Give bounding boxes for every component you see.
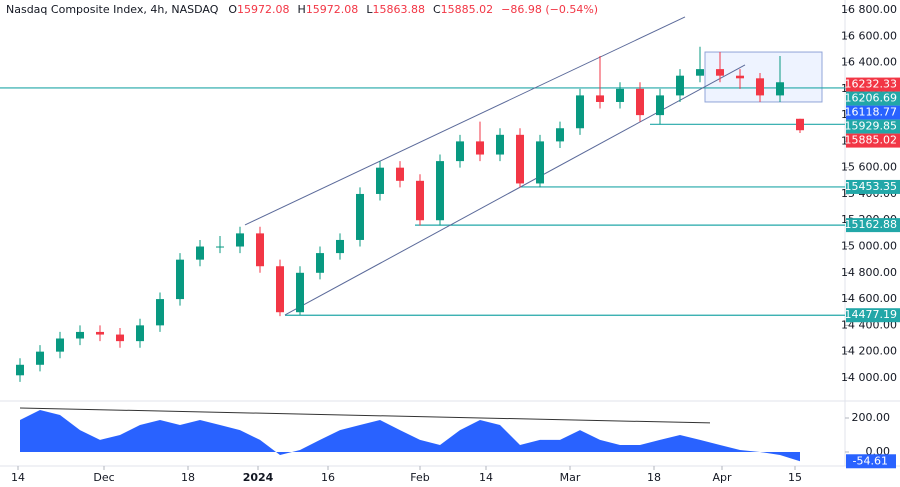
candle-body	[336, 239, 344, 254]
change: −86.98 (−0.54%)	[501, 3, 598, 16]
candle-body	[416, 180, 424, 221]
x-tick-label: 14	[479, 471, 493, 484]
candle-body	[36, 351, 44, 365]
y-tick-label: 16 600.00	[841, 29, 897, 42]
price-tag-label: 15929.85	[845, 120, 898, 133]
candle-body	[236, 233, 244, 247]
candle-body	[136, 325, 144, 342]
oscillator-trendline	[19, 407, 711, 424]
candle-body	[796, 118, 804, 131]
candle-body	[56, 338, 64, 352]
y-tick-label: 14 600.00	[841, 292, 897, 305]
price-tag	[846, 77, 900, 92]
candle-body	[16, 364, 24, 376]
trendline	[284, 64, 746, 316]
candle-body	[596, 95, 604, 102]
ohlc-value: 15972.08	[237, 3, 290, 16]
x-tick-label: 18	[181, 471, 195, 484]
candle-body	[696, 69, 704, 76]
ohlc-key: L	[366, 3, 373, 16]
candle-body	[536, 141, 544, 184]
x-tick-label: Feb	[410, 471, 429, 484]
price-tag-label: 16118.77	[845, 106, 898, 119]
candle-body	[156, 299, 164, 326]
candle-body	[96, 331, 104, 335]
price-tag	[846, 179, 900, 194]
ohlc-key: O	[228, 3, 237, 16]
candle-body	[216, 246, 224, 248]
ohlc-value: 15885.02	[441, 3, 494, 16]
ohlc-key: H	[298, 3, 306, 16]
candle-body	[616, 88, 624, 102]
price-tag-label: 15162.88	[845, 218, 898, 231]
y-tick-label: 15 600.00	[841, 161, 897, 174]
candle-body	[196, 246, 204, 260]
x-tick-label: 15	[788, 471, 802, 484]
ohlc-key: C	[433, 3, 441, 16]
x-tick-label: Dec	[93, 471, 114, 484]
x-tick-label: 16	[321, 471, 335, 484]
y-tick-label: 15 000.00	[841, 240, 897, 253]
candle-body	[376, 167, 384, 194]
price-tag-label: 15885.02	[845, 134, 898, 147]
candle-body	[736, 75, 744, 79]
x-tick-label: 18	[647, 471, 661, 484]
oscillator-tag	[846, 454, 896, 469]
candle-body	[316, 253, 324, 273]
candle-body	[576, 95, 584, 129]
oscillator-area	[20, 410, 800, 462]
candle-body	[276, 266, 284, 313]
x-tick-label: 14	[11, 471, 25, 484]
candle-body	[176, 259, 184, 300]
y-tick-label: 14 200.00	[841, 345, 897, 358]
y-tick-label: 16 400.00	[841, 56, 897, 69]
oscillator-tag-label: -54.61	[853, 454, 888, 467]
candle-body	[716, 69, 724, 76]
candle-body	[556, 128, 564, 142]
candle-body	[496, 134, 504, 155]
price-tag	[846, 218, 900, 233]
price-tag-label: 15453.35	[845, 180, 898, 193]
candle-body	[436, 161, 444, 221]
y-tick-label: 16 800.00	[841, 3, 897, 16]
price-tag-label: 16206.69	[845, 92, 898, 105]
candle-body	[296, 272, 304, 313]
candle-body	[256, 233, 264, 267]
candle-body	[116, 334, 124, 342]
candle-body	[456, 141, 464, 162]
candle-body	[396, 167, 404, 181]
x-tick-label: 2024	[243, 471, 274, 484]
candle-body	[476, 141, 484, 155]
symbol-title: Nasdaq Composite Index, 4h, NASDAQ	[6, 3, 219, 16]
price-tag	[846, 119, 900, 134]
header: Nasdaq Composite Index, 4h, NASDAQ	[6, 3, 219, 16]
candle-body	[356, 193, 364, 240]
y-tick-label: 200.00	[852, 411, 891, 424]
candle-body	[776, 82, 784, 96]
y-tick-label: 14 800.00	[841, 266, 897, 279]
ohlc-value: 15863.88	[372, 3, 425, 16]
trendline	[244, 16, 686, 226]
price-tag	[846, 133, 900, 148]
candle-body	[76, 331, 84, 339]
candle-body	[636, 88, 644, 116]
candle-body	[516, 134, 524, 184]
y-tick-label: 14 000.00	[841, 371, 897, 384]
price-tag-label: 14477.19	[845, 308, 898, 321]
x-tick-label: Apr	[712, 471, 732, 484]
x-tick-label: Mar	[560, 471, 581, 484]
candle-body	[676, 75, 684, 96]
price-tag-label: 16232.33	[845, 78, 898, 91]
price-tag	[846, 91, 900, 106]
price-tag	[846, 105, 900, 120]
ohlc-value: 15972.08	[306, 3, 359, 16]
price-tag	[846, 308, 900, 323]
candle-body	[656, 95, 664, 116]
candle-body	[756, 78, 764, 96]
